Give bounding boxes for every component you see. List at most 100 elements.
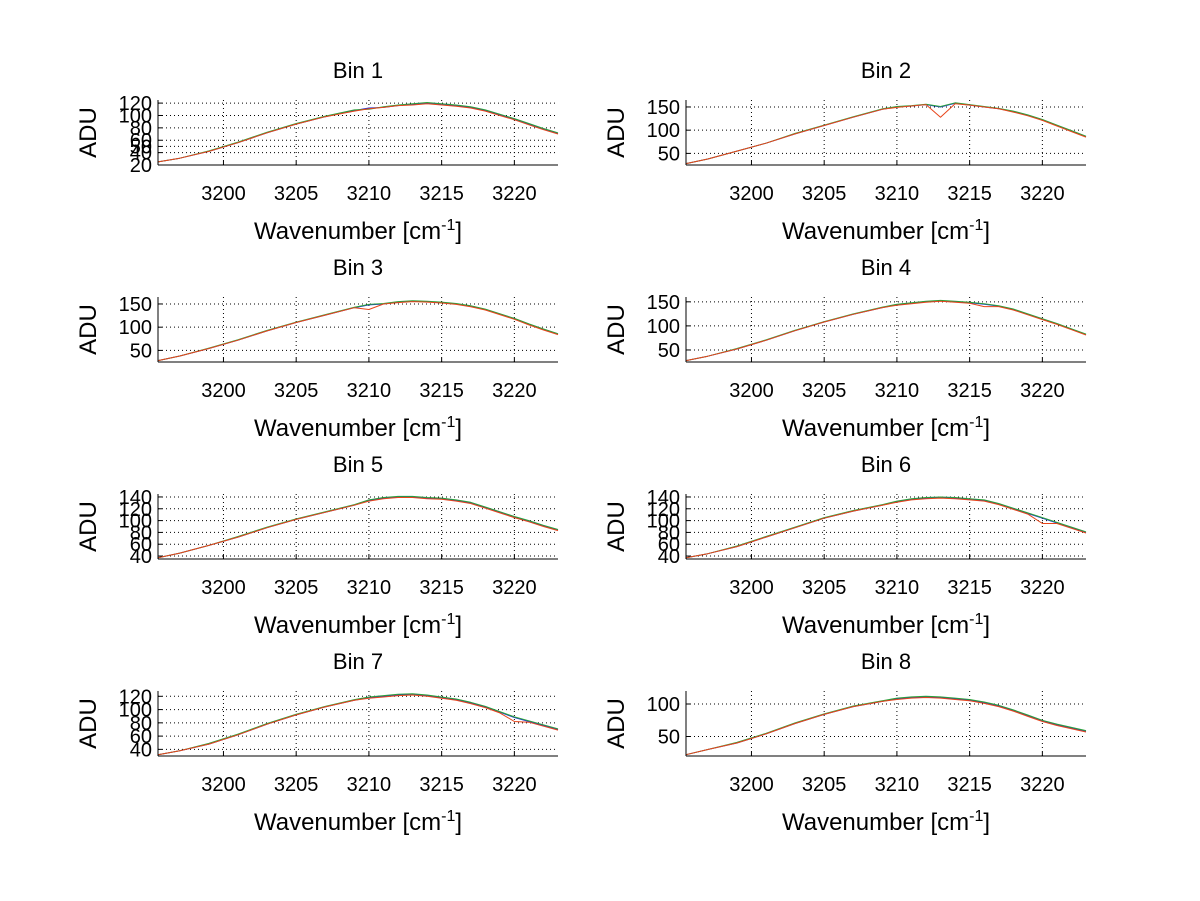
x-tick-label: 3220	[1020, 774, 1065, 796]
y-tick-label: 120	[647, 499, 680, 521]
series-line-2	[157, 495, 559, 559]
y-tick-label: 80	[130, 713, 152, 735]
panel-title: Bin 5	[333, 452, 383, 477]
y-tick-label: 50	[658, 340, 680, 362]
x-axis-label: Wavenumber [cm-1]	[254, 414, 462, 442]
series-line-3	[157, 103, 559, 163]
x-tick-label: 3200	[201, 577, 246, 599]
x-tick-label: 3210	[347, 577, 392, 599]
x-tick-label: 3210	[875, 577, 920, 599]
x-tick-label: 3210	[875, 183, 920, 205]
x-axis-label-superscript: -1	[441, 808, 455, 825]
series-line-3	[685, 697, 1087, 756]
x-tick-label: 3200	[729, 183, 774, 205]
y-axis-label: ADU	[603, 107, 630, 158]
grid	[686, 494, 1086, 559]
series-line-2	[685, 695, 1087, 756]
series-line-2	[685, 496, 1087, 559]
x-axis-label-main: Wavenumber [cm	[782, 415, 969, 442]
x-tick-label: 3210	[347, 380, 392, 402]
x-tick-label: 3215	[947, 183, 992, 205]
grid	[158, 691, 558, 756]
x-tick-label: 3200	[201, 380, 246, 402]
panel-title: Bin 1	[333, 58, 383, 83]
x-tick-label: 3220	[492, 183, 537, 205]
grid	[686, 100, 1086, 165]
x-axis-label-superscript: -1	[441, 611, 455, 628]
x-tick-label: 3210	[347, 774, 392, 796]
x-tick-label: 3215	[419, 380, 464, 402]
y-tick-label: 40	[130, 546, 152, 568]
y-tick-label: 120	[119, 499, 152, 521]
x-tick-label: 3210	[875, 774, 920, 796]
x-axis-label: Wavenumber [cm-1]	[254, 611, 462, 639]
y-tick-label: 100	[647, 694, 680, 716]
y-tick-label: 150	[647, 292, 680, 314]
x-axis-label-main: Wavenumber [cm	[254, 218, 441, 245]
x-axis-label-superscript: -1	[969, 808, 983, 825]
y-axis-label: ADU	[75, 107, 102, 158]
x-axis-label: Wavenumber [cm-1]	[782, 611, 990, 639]
x-tick-label: 3200	[201, 183, 246, 205]
x-axis-label-superscript: -1	[969, 611, 983, 628]
series-line-3	[157, 301, 559, 362]
y-axis-label: ADU	[603, 698, 630, 749]
panel-title: Bin 4	[861, 255, 911, 280]
x-tick-label: 3220	[492, 380, 537, 402]
x-axis-label-main: Wavenumber [cm	[254, 809, 441, 836]
x-tick-label: 3205	[274, 577, 319, 599]
y-tick-label: 100	[647, 316, 680, 338]
y-tick-label: 50	[130, 136, 152, 158]
x-axis-label-main: Wavenumber [cm	[254, 415, 441, 442]
y-tick-label: 40	[130, 143, 152, 165]
x-tick-label: 3205	[802, 380, 847, 402]
x-tick-label: 3200	[201, 774, 246, 796]
y-tick-label: 80	[130, 522, 152, 544]
y-tick-label: 50	[658, 727, 680, 749]
x-tick-label: 3205	[274, 380, 319, 402]
y-tick-label: 140	[119, 487, 152, 509]
x-axis-label-superscript: -1	[441, 217, 455, 234]
y-tick-label: 100	[647, 511, 680, 533]
x-tick-label: 3220	[1020, 380, 1065, 402]
series-line-3	[157, 497, 559, 559]
panel-title: Bin 7	[333, 649, 383, 674]
x-tick-label: 3210	[347, 183, 392, 205]
series-line-3	[157, 694, 559, 756]
panel-grid: 3200 3205 3210 3215 32202040506080100120Bin …	[75, 58, 1087, 836]
series-line-3	[685, 103, 1087, 165]
x-axis-label-main: Wavenumber [cm	[782, 612, 969, 639]
x-axis-label-end: ]	[455, 809, 462, 836]
x-tick-label: 3205	[802, 183, 847, 205]
x-axis-label-end: ]	[983, 415, 990, 442]
x-tick-label: 3220	[1020, 577, 1065, 599]
grid	[158, 494, 558, 559]
y-tick-label: 50	[130, 340, 152, 362]
x-axis-label: Wavenumber [cm-1]	[782, 808, 990, 836]
panel-title: Bin 2	[861, 58, 911, 83]
x-axis-label-end: ]	[983, 218, 990, 245]
y-tick-label: 100	[119, 317, 152, 339]
y-tick-label: 60	[130, 130, 152, 152]
y-axis-label: ADU	[75, 501, 102, 552]
y-tick-label: 60	[130, 534, 152, 556]
x-axis-label-superscript: -1	[969, 414, 983, 431]
panel-bin-8: 3200 3205 3210 3215 3220 50 100 Bin 8 Wavenumber…	[603, 649, 1087, 836]
x-tick-label: 3215	[947, 577, 992, 599]
x-tick-label: 3215	[419, 577, 464, 599]
y-tick-label: 20	[130, 155, 152, 177]
grid	[158, 297, 558, 362]
x-axis-label: Wavenumber [cm-1]	[254, 808, 462, 836]
y-tick-label: 100	[119, 105, 152, 127]
x-axis-label-superscript: -1	[969, 217, 983, 234]
grid	[686, 691, 1086, 756]
x-tick-label: 3215	[419, 183, 464, 205]
y-tick-label: 140	[647, 487, 680, 509]
y-tick-label: 120	[119, 93, 152, 115]
